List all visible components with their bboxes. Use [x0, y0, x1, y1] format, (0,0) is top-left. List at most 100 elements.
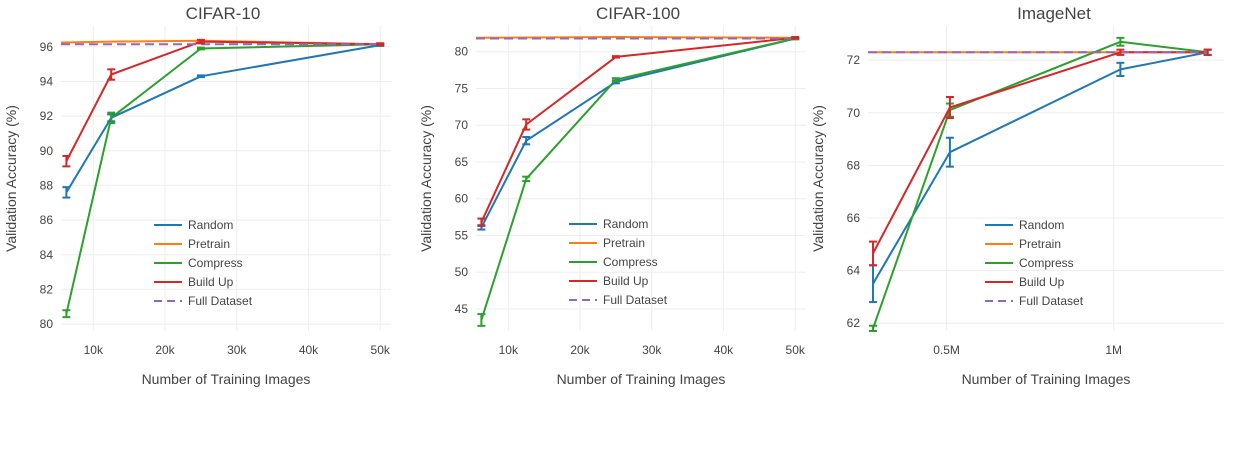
legend-item-full-dataset: Full Dataset	[985, 294, 1084, 308]
y-tick-label: 70	[455, 118, 469, 132]
legend-item-full-dataset: Full Dataset	[154, 294, 253, 308]
error-bar-build-up	[477, 217, 486, 227]
legend: Random Pretrain Compress Build Up Full Datas…	[154, 218, 253, 308]
y-tick-label: 50	[455, 265, 469, 279]
x-tick-label: 20k	[570, 343, 590, 357]
y-tick-label: 45	[455, 302, 469, 316]
y-tick-label: 86	[40, 213, 54, 227]
y-tick-label: 55	[455, 228, 469, 242]
legend-label: Random	[603, 217, 648, 231]
legend-item-full-dataset: Full Dataset	[569, 293, 668, 307]
legend-label: Build Up	[603, 274, 649, 288]
y-tick-label: 66	[847, 211, 861, 225]
y-axis-label: Validation Accuracy (%)	[810, 105, 826, 252]
error-bar-compress	[1116, 36, 1125, 47]
error-bar-build-up	[376, 42, 385, 47]
series-line-compress	[872, 40, 1208, 329]
legend-item-compress: Compress	[154, 256, 243, 270]
legend-item-compress: Compress	[985, 256, 1074, 270]
series-line-build-up	[65, 40, 381, 162]
legend-label: Build Up	[1019, 275, 1065, 289]
x-tick-label: 0.5M	[933, 343, 960, 357]
legend-label: Build Up	[188, 275, 234, 289]
y-tick-label: 94	[40, 74, 54, 88]
y-tick-label: 62	[847, 316, 861, 330]
y-tick-label: 88	[40, 178, 54, 192]
legend-label: Compress	[188, 256, 243, 270]
error-bar-build-up	[196, 38, 205, 45]
legend-item-compress: Compress	[569, 255, 658, 269]
y-tick-label: 80	[455, 45, 469, 59]
legend-item-pretrain: Pretrain	[985, 237, 1061, 251]
legend: Random Pretrain Compress Build Up Full Datas…	[569, 217, 668, 307]
x-tick-label: 30k	[642, 343, 662, 357]
x-axis-label: Number of Training Images	[962, 371, 1131, 387]
error-bar-build-up	[107, 68, 116, 81]
y-axis-label: Validation Accuracy (%)	[418, 105, 434, 252]
y-tick-label: 72	[847, 53, 861, 67]
error-bar-build-up	[1116, 48, 1125, 56]
error-bar-random	[1116, 61, 1125, 77]
legend-label: Pretrain	[1019, 237, 1061, 251]
x-tick-label: 10k	[84, 343, 104, 357]
error-bar-build-up	[945, 95, 954, 120]
chart-title: CIFAR-10	[186, 4, 261, 23]
y-tick-label: 82	[40, 282, 54, 296]
legend-label: Random	[188, 218, 233, 232]
legend-label: Pretrain	[188, 237, 230, 251]
error-bar-build-up	[869, 240, 878, 267]
error-bar-build-up	[1203, 48, 1212, 56]
error-bar-random	[945, 136, 954, 168]
y-tick-label: 75	[455, 81, 469, 95]
legend-label: Full Dataset	[188, 294, 253, 308]
legend-label: Pretrain	[603, 236, 645, 250]
y-tick-label: 80	[40, 317, 54, 331]
error-bar-random	[522, 135, 531, 146]
y-tick-label: 96	[40, 40, 54, 54]
error-bar-build-up	[791, 36, 800, 40]
error-bar-compress	[611, 77, 620, 83]
error-bar-compress	[62, 309, 71, 319]
chart-title: CIFAR-100	[596, 4, 680, 23]
legend-item-random: Random	[569, 217, 648, 231]
legend-label: Random	[1019, 218, 1064, 232]
y-tick-label: 68	[847, 158, 861, 172]
x-axis-label: Number of Training Images	[142, 371, 311, 387]
chart-cifar-100: 45 50 55 60 65 70 75 80 10k 20k 30k 40k 50k CIFAR-100…	[418, 4, 806, 387]
error-bar-random	[62, 186, 71, 199]
y-tick-label: 90	[40, 144, 54, 158]
y-tick-label: 84	[40, 248, 54, 262]
legend-item-build-up: Build Up	[985, 275, 1065, 289]
chart-cifar-10: 80 82 84 86 88 90 92 94 96 10k 20k 30k 40k 50k CIFAR-1…	[3, 4, 391, 387]
error-bar-build-up	[62, 154, 71, 168]
x-axis-label: Number of Training Images	[557, 371, 726, 387]
legend-item-random: Random	[154, 218, 233, 232]
x-tick-label: 40k	[714, 343, 734, 357]
x-tick-label: 1M	[1105, 343, 1122, 357]
error-bar-build-up	[522, 118, 531, 131]
legend-label: Compress	[1019, 256, 1074, 270]
legend-label: Compress	[603, 255, 658, 269]
legend-item-pretrain: Pretrain	[569, 236, 645, 250]
legend-label: Full Dataset	[1019, 294, 1084, 308]
chart-title: ImageNet	[1017, 4, 1091, 23]
error-bar-compress	[196, 46, 205, 51]
legend-item-build-up: Build Up	[154, 275, 234, 289]
error-bar-random	[196, 74, 205, 79]
x-tick-label: 10k	[499, 343, 519, 357]
chart-imagenet: 62 64 66 68 70 72 0.5M 1M ImageNet Number of Trai…	[810, 4, 1224, 387]
series-line-compress	[65, 43, 381, 314]
x-tick-label: 50k	[786, 343, 806, 357]
y-tick-label: 65	[455, 155, 469, 169]
x-tick-label: 40k	[299, 343, 319, 357]
y-tick-label: 64	[847, 264, 861, 278]
error-bar-compress	[107, 111, 116, 125]
y-tick-label: 92	[40, 109, 54, 123]
y-axis-label: Validation Accuracy (%)	[3, 105, 19, 252]
error-bar-compress	[869, 324, 878, 332]
series-line-build-up	[480, 36, 796, 223]
error-bar-compress	[477, 313, 486, 327]
error-bar-build-up	[611, 55, 620, 59]
legend-item-random: Random	[985, 218, 1064, 232]
